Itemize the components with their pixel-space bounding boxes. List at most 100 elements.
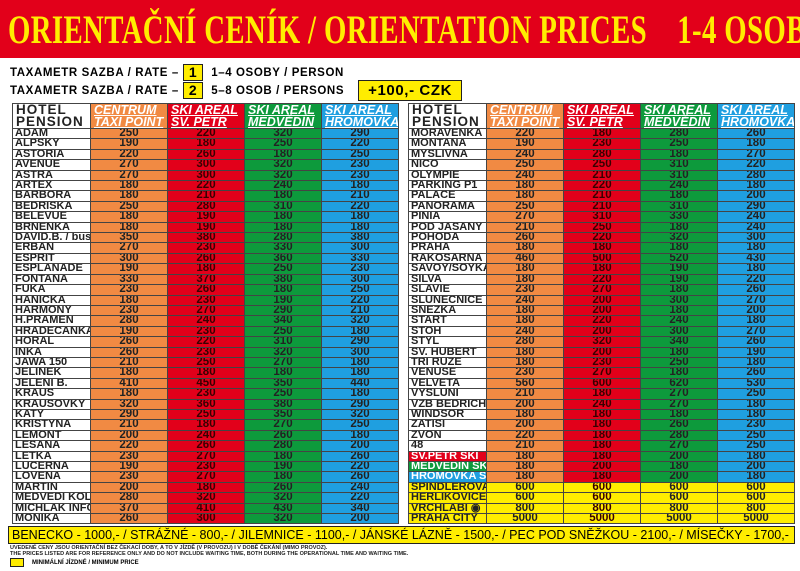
price-cell: 180 bbox=[90, 294, 168, 306]
price-cell: 180 bbox=[563, 440, 641, 452]
table-row: KRAUS 180 230 250 180 bbox=[12, 388, 399, 400]
hotel-name: KRISTYNA bbox=[12, 419, 91, 431]
price-cell: 270 bbox=[167, 450, 245, 463]
price-cell: 250 bbox=[717, 388, 795, 400]
table-row: VRCHLABI ◉ 800 800 800 800 bbox=[408, 502, 795, 515]
price-cell: 310 bbox=[563, 211, 641, 223]
price-cell: 280 bbox=[244, 440, 322, 452]
column-header: CENTRUM TAXI POINT bbox=[486, 103, 564, 129]
price-cell: 210 bbox=[486, 440, 564, 452]
note-cz: UVEDENÉ CENY JSOU ORIENTAČNÍ BEZ ČEKACÍ … bbox=[10, 545, 328, 551]
table-row: SLAVIE 230 270 180 260 bbox=[408, 284, 795, 296]
price-cell: 180 bbox=[167, 419, 245, 431]
price-cell: 260 bbox=[717, 367, 795, 379]
price-cell: 250 bbox=[90, 200, 168, 213]
table-row: MEDVEDIN SKI 180 200 180 200 bbox=[408, 460, 795, 473]
price-cell: 230 bbox=[563, 138, 641, 150]
price-cell: 370 bbox=[90, 502, 168, 515]
price-cell: 500 bbox=[563, 252, 641, 265]
table-row: BELEVUE 180 190 180 180 bbox=[12, 211, 399, 223]
price-cell: 320 bbox=[244, 159, 322, 171]
price-cell: 220 bbox=[321, 492, 399, 504]
price-cell: 320 bbox=[244, 513, 322, 525]
price-cell: 250 bbox=[244, 325, 322, 338]
price-cell: 200 bbox=[640, 450, 718, 463]
price-cell: 600 bbox=[640, 481, 718, 494]
hotel-name: JAWA 150 bbox=[12, 356, 91, 369]
price-cell: 180 bbox=[167, 367, 245, 379]
price-cell: 260 bbox=[717, 336, 795, 348]
table-row: POHODA 260 220 320 300 bbox=[408, 232, 795, 244]
header-line: TAXI POINT bbox=[94, 115, 164, 129]
price-cell: 5000 bbox=[486, 513, 564, 525]
price-cell: 250 bbox=[90, 127, 168, 140]
table-row: POD JASANY 210 250 180 240 bbox=[408, 221, 795, 234]
table-row: STYL 280 320 340 260 bbox=[408, 336, 795, 348]
price-cell: 440 bbox=[321, 377, 399, 390]
price-cell: 190 bbox=[486, 138, 564, 150]
price-cell: 280 bbox=[167, 200, 245, 213]
price-cell: 360 bbox=[167, 398, 245, 410]
price-cell: 180 bbox=[563, 263, 641, 275]
hotel-name: SPINDLEROVA B. bbox=[408, 481, 487, 494]
price-cell: 180 bbox=[90, 367, 168, 379]
price-cell: 800 bbox=[640, 502, 718, 515]
hotel-name: RAKOSARNA bbox=[408, 252, 487, 265]
hotel-name: STOH bbox=[408, 325, 487, 338]
price-cell: 250 bbox=[244, 138, 322, 150]
price-cell: 300 bbox=[167, 159, 245, 171]
hotel-name: 48 bbox=[408, 440, 487, 452]
price-cell: 230 bbox=[321, 159, 399, 171]
price-cell: 290 bbox=[321, 398, 399, 410]
price-cell: 600 bbox=[717, 492, 795, 504]
price-cell: 310 bbox=[244, 336, 322, 348]
column-header: HOTEL PENSION bbox=[12, 103, 91, 129]
header-line: SKI AREAL bbox=[721, 103, 788, 117]
price-cell: 180 bbox=[563, 127, 641, 140]
price-cell: 200 bbox=[563, 460, 641, 473]
price-cell: 350 bbox=[244, 377, 322, 390]
table-row: SAVOY/SOYKA 180 180 190 180 bbox=[408, 263, 795, 275]
price-cell: 230 bbox=[167, 388, 245, 400]
price-cell: 320 bbox=[321, 408, 399, 421]
price-cell: 270 bbox=[90, 242, 168, 254]
price-cell: 410 bbox=[90, 377, 168, 390]
legend-label: MINIMÁLNÍ JÍZDNÉ / MINIMUM PRICE bbox=[32, 559, 139, 566]
price-cell: 220 bbox=[321, 294, 399, 306]
price-cell: 230 bbox=[486, 284, 564, 296]
hotel-name: HORAL bbox=[12, 336, 91, 348]
table-row: HERLIKOVICE 600 600 600 600 bbox=[408, 492, 795, 504]
hotel-name: ASTRA bbox=[12, 169, 91, 182]
price-cell: 5000 bbox=[563, 513, 641, 525]
price-cell: 200 bbox=[486, 419, 564, 431]
price-cell: 280 bbox=[640, 429, 718, 442]
price-cell: 180 bbox=[244, 284, 322, 296]
header-line: CENTRUM bbox=[490, 103, 553, 117]
table-row: DAVID.B. / bus 350 380 280 380 bbox=[12, 232, 399, 244]
hotel-name: BEDRISKA bbox=[12, 200, 91, 213]
hotel-name: ESPLANADE bbox=[12, 263, 91, 275]
price-cell: 230 bbox=[167, 346, 245, 358]
hotel-name: SV.PETR SKI bbox=[408, 450, 487, 463]
price-cell: 180 bbox=[486, 471, 564, 483]
header-line: HOTEL bbox=[412, 103, 463, 117]
hotel-name: LETKA bbox=[12, 450, 91, 463]
price-cell: 260 bbox=[90, 336, 168, 348]
price-cell: 180 bbox=[717, 138, 795, 150]
price-cell: 180 bbox=[321, 356, 399, 369]
legend-swatch bbox=[10, 558, 24, 567]
price-cell: 180 bbox=[563, 408, 641, 421]
price-cell: 290 bbox=[321, 336, 399, 348]
price-cell: 180 bbox=[486, 263, 564, 275]
table-row: STOH 240 200 300 270 bbox=[408, 325, 795, 338]
price-cell: 280 bbox=[486, 336, 564, 348]
hotel-name: MORAVENKA bbox=[408, 127, 487, 140]
table-row: ZVON 220 180 280 250 bbox=[408, 429, 795, 442]
price-cell: 220 bbox=[321, 460, 399, 473]
table-row: KRAUSOVKY 320 360 380 290 bbox=[12, 398, 399, 410]
hotel-name: AVENUE bbox=[12, 159, 91, 171]
price-cell: 260 bbox=[244, 481, 322, 494]
price-cell: 220 bbox=[167, 336, 245, 348]
price-cell: 260 bbox=[244, 429, 322, 442]
